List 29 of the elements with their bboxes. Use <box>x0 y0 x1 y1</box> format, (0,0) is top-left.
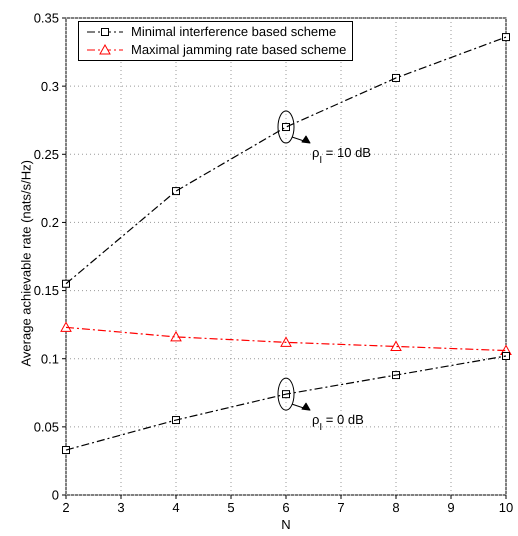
x-tick-label: 4 <box>172 500 180 516</box>
point <box>170 331 182 342</box>
x-tick-label: 7 <box>337 500 345 516</box>
annotation: ρ$_{I}$ = 0 dB <box>312 412 364 433</box>
legend-label: Minimal interference based scheme <box>131 23 336 41</box>
x-axis-title: N <box>281 517 291 532</box>
point <box>502 33 510 42</box>
point <box>390 340 402 351</box>
point <box>502 352 510 360</box>
x-tick-label: 8 <box>392 500 400 516</box>
legend-label: Maximal jamming rate based scheme <box>131 41 346 59</box>
y-tick-label: 0.15 <box>34 283 59 298</box>
y-tick-label: 0.3 <box>40 78 59 94</box>
y-tick-label: 0.1 <box>40 351 59 366</box>
y-tick-label: 0 <box>52 488 59 503</box>
y-tick-label: 0.05 <box>34 419 59 434</box>
y-axis-title: Average achievable rate (nats/s/Hz) <box>18 160 34 366</box>
x-tick-label: 10 <box>498 500 514 516</box>
y-tick-label: 0.25 <box>34 146 59 162</box>
x-tick-label: 5 <box>227 500 235 516</box>
point <box>62 446 70 454</box>
x-tick-label: 6 <box>282 500 290 516</box>
x-tick-label: 2 <box>62 500 70 516</box>
x-tick-label: 3 <box>117 500 125 516</box>
y-tick-label: 0.35 <box>34 10 59 26</box>
annotation: ρ$_{I}$ = 10 dB <box>312 145 371 166</box>
point <box>280 336 292 347</box>
y-tick-label: 0.2 <box>40 215 59 230</box>
x-tick-label: 9 <box>447 500 455 516</box>
